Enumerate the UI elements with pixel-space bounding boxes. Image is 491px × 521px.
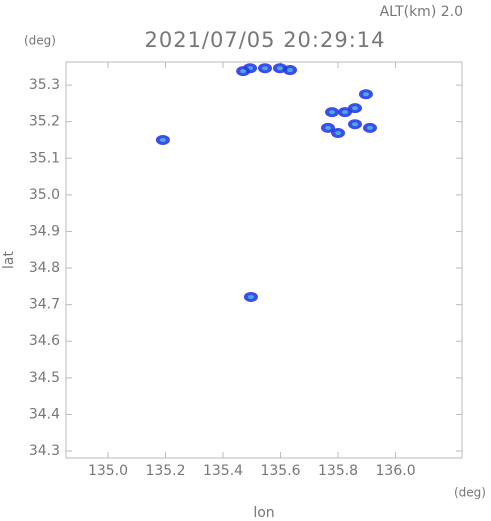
echo-core [335, 131, 342, 136]
x-tick-label: 135.0 [88, 463, 128, 479]
echo-core [352, 122, 359, 127]
y-tick-label: 34.3 [29, 443, 60, 459]
y-tick-label: 34.9 [29, 223, 60, 239]
echo-core [247, 294, 254, 299]
echo-core [159, 137, 166, 142]
y-tick-label: 35.2 [29, 114, 60, 130]
y-tick-label: 34.6 [29, 333, 60, 349]
echo-core [341, 110, 348, 115]
y-tick-label: 34.7 [29, 297, 60, 313]
x-tick-label: 135.2 [145, 463, 185, 479]
y-tick-label: 34.5 [29, 370, 60, 386]
echo-core [276, 66, 283, 71]
plot-frame [65, 61, 463, 459]
echo-core [362, 92, 369, 97]
y-axis-label: lat [1, 251, 17, 269]
x-tick-label: 136.0 [376, 463, 416, 479]
x-axis-label: lon [253, 505, 274, 521]
x-unit: (deg) [454, 486, 486, 500]
echo-core [352, 106, 359, 111]
y-tick-label: 35.1 [29, 150, 60, 166]
y-tick-label: 35.0 [29, 187, 60, 203]
echo-core [324, 125, 331, 130]
subtitle: ALT(km) 2.0 [380, 4, 463, 20]
y-tick-label: 35.3 [29, 77, 60, 93]
x-tick-label: 135.4 [203, 463, 243, 479]
echo-core [366, 125, 373, 130]
echo-core [262, 66, 269, 71]
y-tick-label: 34.8 [29, 260, 60, 276]
y-tick-label: 34.4 [29, 406, 60, 422]
echo-core [329, 110, 336, 115]
chart-title: 2021/07/05 20:29:14 [144, 28, 385, 52]
echo-core [287, 68, 294, 73]
x-tick-label: 135.6 [260, 463, 300, 479]
x-tick-label: 135.8 [318, 463, 358, 479]
echo-core [240, 69, 247, 74]
y-unit: (deg) [24, 34, 56, 48]
